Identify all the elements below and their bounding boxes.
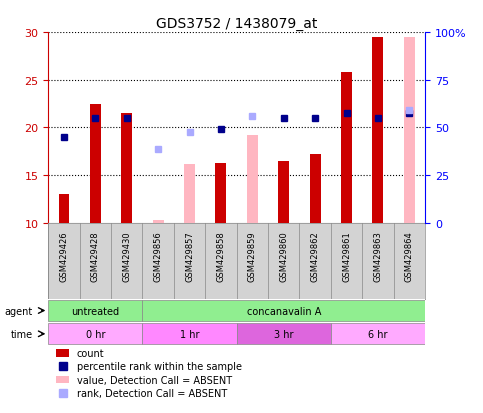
Bar [341, 73, 352, 223]
Title: GDS3752 / 1438079_at: GDS3752 / 1438079_at [156, 17, 317, 31]
Text: GSM429859: GSM429859 [248, 231, 257, 281]
Text: GSM429857: GSM429857 [185, 231, 194, 281]
Bar [372, 38, 384, 223]
Bar [90, 104, 101, 223]
Text: 1 hr: 1 hr [180, 329, 199, 339]
FancyBboxPatch shape [48, 300, 142, 321]
Text: rank, Detection Call = ABSENT: rank, Detection Call = ABSENT [76, 388, 227, 398]
Bar [404, 38, 415, 223]
FancyBboxPatch shape [142, 300, 425, 321]
Text: 6 hr: 6 hr [368, 329, 388, 339]
Text: GSM429428: GSM429428 [91, 231, 100, 281]
Bar [58, 195, 70, 223]
Bar [56, 376, 69, 383]
Text: 0 hr: 0 hr [85, 329, 105, 339]
Text: GSM429430: GSM429430 [122, 231, 131, 281]
Text: GSM429860: GSM429860 [279, 231, 288, 281]
Text: time: time [11, 329, 33, 339]
Text: agent: agent [4, 306, 33, 316]
Text: GSM429858: GSM429858 [216, 231, 226, 281]
Text: GSM429856: GSM429856 [154, 231, 163, 281]
Bar [184, 164, 195, 223]
FancyBboxPatch shape [48, 323, 142, 344]
Bar [153, 220, 164, 223]
Text: GSM429862: GSM429862 [311, 231, 320, 281]
Bar [278, 161, 289, 223]
Bar [121, 114, 132, 223]
FancyBboxPatch shape [237, 323, 331, 344]
Text: untreated: untreated [71, 306, 119, 316]
Text: GSM429861: GSM429861 [342, 231, 351, 281]
Bar [310, 155, 321, 223]
FancyBboxPatch shape [331, 323, 425, 344]
Text: 3 hr: 3 hr [274, 329, 294, 339]
Text: percentile rank within the sample: percentile rank within the sample [76, 361, 242, 371]
Text: GSM429864: GSM429864 [405, 231, 414, 281]
Text: GSM429863: GSM429863 [373, 231, 383, 282]
FancyBboxPatch shape [142, 323, 237, 344]
Text: count: count [76, 348, 104, 358]
Bar [215, 163, 227, 223]
Text: value, Detection Call = ABSENT: value, Detection Call = ABSENT [76, 375, 232, 385]
Bar [56, 349, 69, 357]
Text: GSM429426: GSM429426 [59, 231, 69, 281]
Text: concanavalin A: concanavalin A [247, 306, 321, 316]
Bar [247, 136, 258, 223]
